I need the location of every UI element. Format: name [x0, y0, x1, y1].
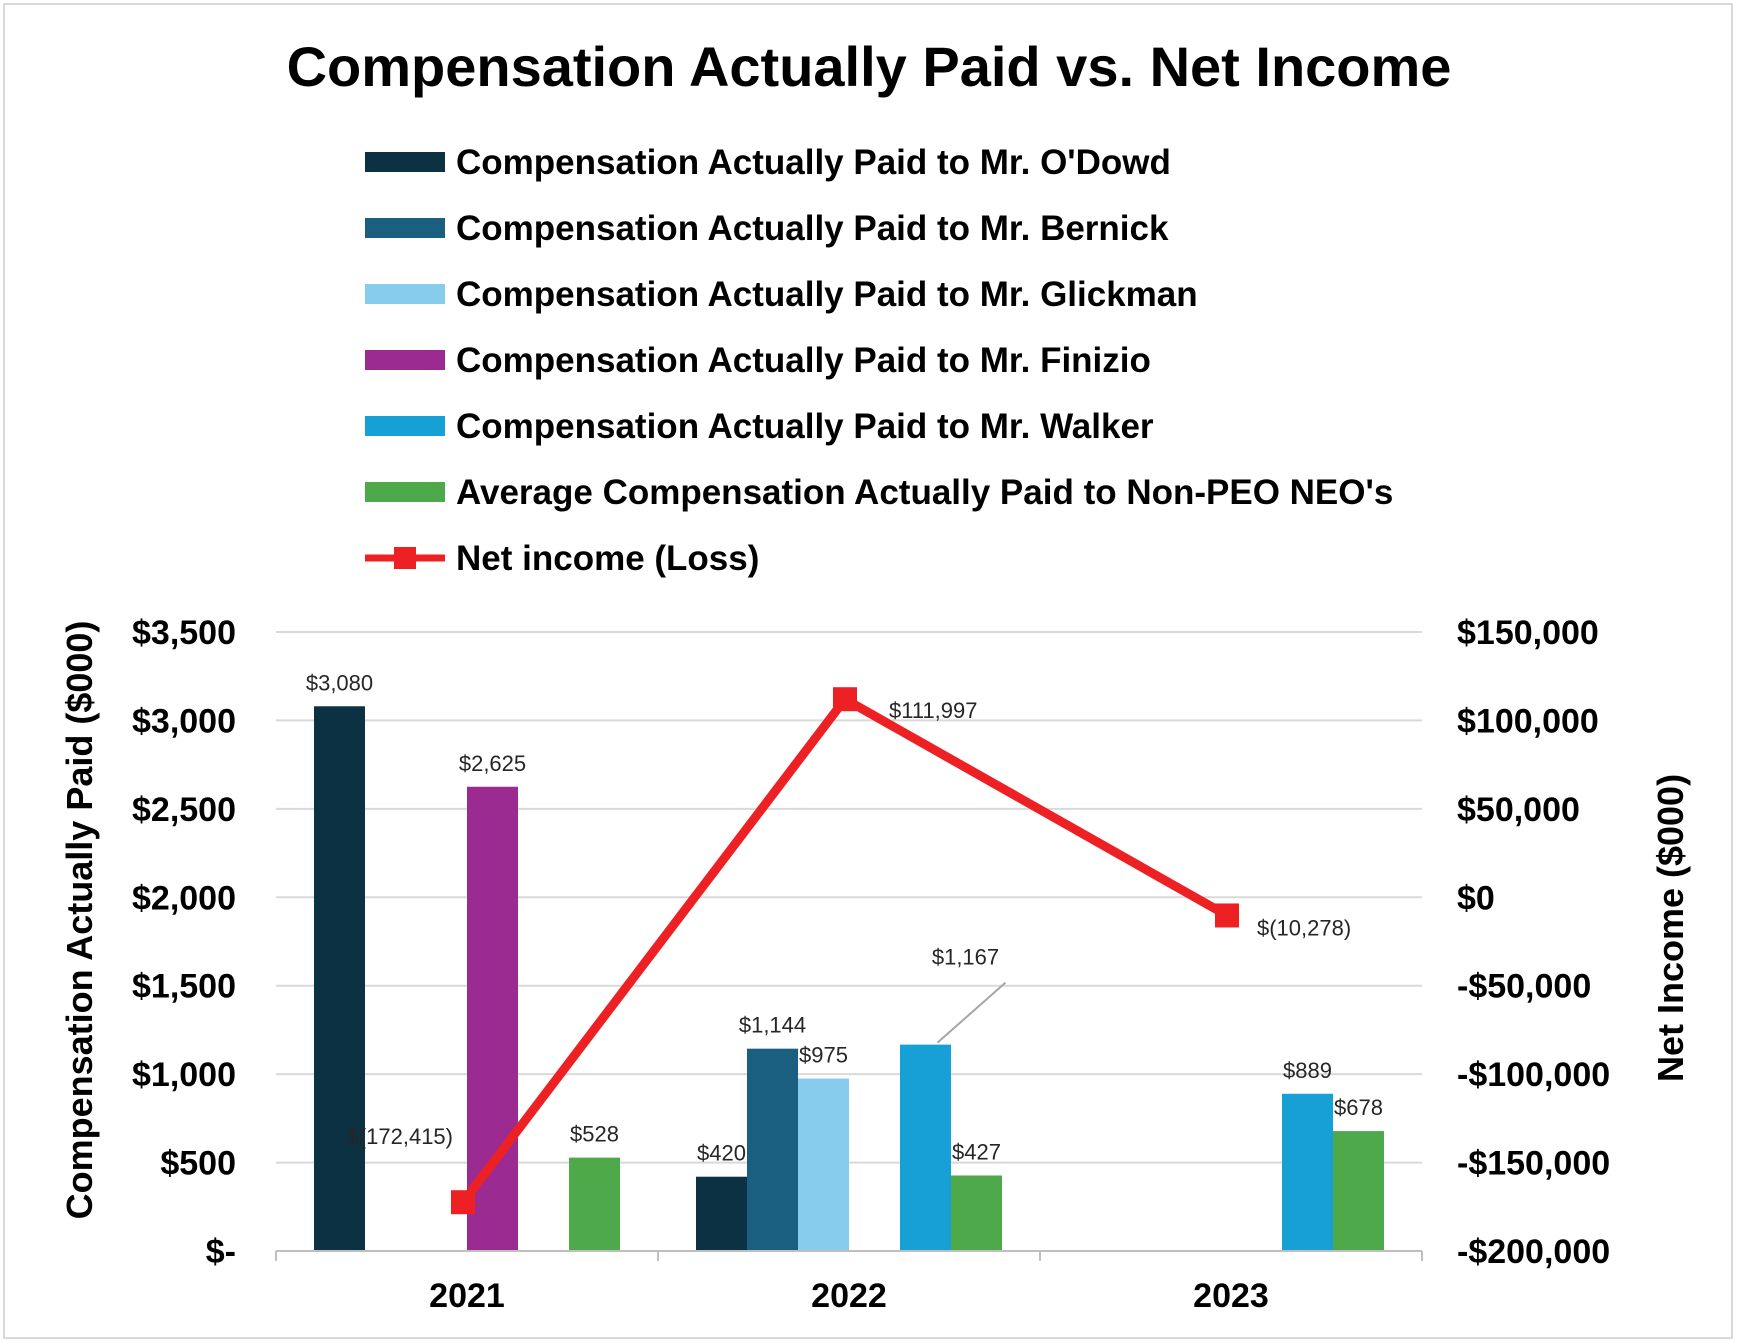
y-right-tick-label: $100,000: [1457, 702, 1599, 740]
data-label-net-income-2023: $(10,278): [1257, 915, 1351, 940]
data-label-compensation-actually-paid-to-mr-finizio-2021: $2,625: [459, 751, 526, 776]
bar-compensation-actually-paid-to-mr-walker-2023: [1282, 1093, 1333, 1251]
legend-swatch: [365, 416, 445, 436]
line-marker-2023: [1215, 903, 1239, 928]
bar-average-compensation-actually-paid-to-non-peo-neo-s-2022: [951, 1175, 1002, 1251]
chart-title: Compensation Actually Paid vs. Net Incom…: [287, 35, 1452, 98]
bars: [314, 706, 1384, 1251]
legend-item-compensation-actually-paid-to-mr-glickman: Compensation Actually Paid to Mr. Glickm…: [365, 275, 1198, 314]
legend-label: Compensation Actually Paid to Mr. Glickm…: [456, 275, 1198, 314]
y-left-tick-label: $500: [160, 1145, 236, 1183]
x-tick-label-2022: 2022: [811, 1277, 887, 1315]
line-marker-2022: [833, 687, 857, 712]
bar-average-compensation-actually-paid-to-non-peo-neo-s-2021: [569, 1157, 620, 1251]
legend-swatch: [365, 218, 445, 238]
data-label-compensation-actually-paid-to-mr-o-dowd-2021: $3,080: [306, 670, 373, 695]
data-label-average-compensation-actually-paid-to-non-peo-neo-s-2022: $427: [952, 1139, 1001, 1164]
y-right-tick-label: $150,000: [1457, 614, 1599, 652]
legend-item-compensation-actually-paid-to-mr-finizio: Compensation Actually Paid to Mr. Finizi…: [365, 341, 1151, 380]
data-label-compensation-actually-paid-to-mr-glickman-2022: $975: [799, 1043, 848, 1068]
legend-label: Compensation Actually Paid to Mr. Walker: [456, 407, 1154, 446]
x-tick-label-2021: 2021: [429, 1277, 505, 1315]
label-leader-line: [936, 981, 1007, 1044]
chart-frame: [3, 3, 1733, 1339]
y-left-tick-label: $3,500: [132, 614, 236, 652]
y-right-tick-label: $0: [1457, 879, 1495, 917]
legend-label: Net income (Loss): [456, 539, 759, 578]
data-label-net-income-2021: $(172,415): [347, 1124, 453, 1149]
data-label-net-income-2022: $111,997: [889, 698, 978, 723]
bar-compensation-actually-paid-to-mr-o-dowd-2022: [696, 1176, 747, 1251]
axes: $- $500 $1,000 $1,500 $2,000 $2,500 $3,000 $3,5…: [132, 614, 1610, 1315]
y-right-tick-label: -$200,000: [1457, 1233, 1610, 1271]
data-label-compensation-actually-paid-to-mr-o-dowd-2022: $420: [697, 1141, 746, 1166]
bar-compensation-actually-paid-to-mr-finizio-2021: [467, 786, 518, 1251]
y-axis-right-title: Net Income ($000): [1650, 774, 1691, 1082]
y-left-tick-label: $1,500: [132, 968, 236, 1006]
legend-label: Average Compensation Actually Paid to No…: [456, 473, 1393, 512]
bar-compensation-actually-paid-to-mr-glickman-2022: [798, 1078, 849, 1251]
y-axis-left-title: Compensation Actually Paid ($000): [59, 621, 100, 1220]
legend-item-compensation-actually-paid-to-mr-o-dowd: Compensation Actually Paid to Mr. O'Dowd: [365, 143, 1171, 182]
data-label-compensation-actually-paid-to-mr-walker-2022: $1,167: [932, 945, 999, 970]
legend-item-compensation-actually-paid-to-mr-bernick: Compensation Actually Paid to Mr. Bernic…: [365, 209, 1169, 248]
legend-label: Compensation Actually Paid to Mr. Bernic…: [456, 209, 1169, 248]
legend-item-compensation-actually-paid-to-mr-walker: Compensation Actually Paid to Mr. Walker: [365, 407, 1154, 446]
y-right-tick-label: -$150,000: [1457, 1145, 1610, 1183]
y-left-tick-label: $1,000: [132, 1056, 236, 1094]
line-marker-2021: [451, 1190, 475, 1215]
legend-label: Compensation Actually Paid to Mr. Finizi…: [456, 341, 1151, 380]
net-income-line: [451, 687, 1239, 1215]
y-left-tick-label: $2,500: [132, 791, 236, 829]
y-left-tick-label: $3,000: [132, 702, 236, 740]
legend-swatch: [365, 350, 445, 370]
data-label-average-compensation-actually-paid-to-non-peo-neo-s-2021: $528: [570, 1122, 619, 1147]
legend: Compensation Actually Paid to Mr. O'Dowd…: [365, 143, 1393, 578]
legend-swatch: [365, 482, 445, 502]
legend-item-average-compensation-actually-paid-to-non-peo-neo-s: Average Compensation Actually Paid to No…: [365, 473, 1393, 512]
y-right-tick-label: -$50,000: [1457, 968, 1591, 1006]
y-left-tick-label: $2,000: [132, 879, 236, 917]
data-label-compensation-actually-paid-to-mr-bernick-2022: $1,144: [739, 1013, 806, 1038]
data-labels: $3,080 $420 $1,144 $975 $2,625 $1,167 $889 $528…: [306, 670, 1383, 1165]
bar-compensation-actually-paid-to-mr-walker-2022: [900, 1044, 951, 1251]
legend-item-net-income-loss: Net income (Loss): [365, 539, 759, 578]
legend-swatch: [365, 152, 445, 172]
legend-label: Compensation Actually Paid to Mr. O'Dowd: [456, 143, 1171, 182]
y-right-tick-label: $50,000: [1457, 791, 1580, 829]
x-tick-label-2023: 2023: [1193, 1277, 1269, 1315]
data-label-average-compensation-actually-paid-to-non-peo-neo-s-2023: $678: [1334, 1095, 1383, 1120]
legend-swatch: [365, 284, 445, 304]
legend-swatch-marker: [394, 547, 416, 569]
y-right-tick-label: -$100,000: [1457, 1056, 1610, 1094]
bar-compensation-actually-paid-to-mr-bernick-2022: [747, 1048, 798, 1251]
bar-average-compensation-actually-paid-to-non-peo-neo-s-2023: [1333, 1131, 1384, 1251]
bar-compensation-actually-paid-to-mr-o-dowd-2021: [314, 706, 365, 1251]
data-label-compensation-actually-paid-to-mr-walker-2023: $889: [1283, 1058, 1332, 1083]
y-left-tick-label: $-: [206, 1233, 236, 1271]
